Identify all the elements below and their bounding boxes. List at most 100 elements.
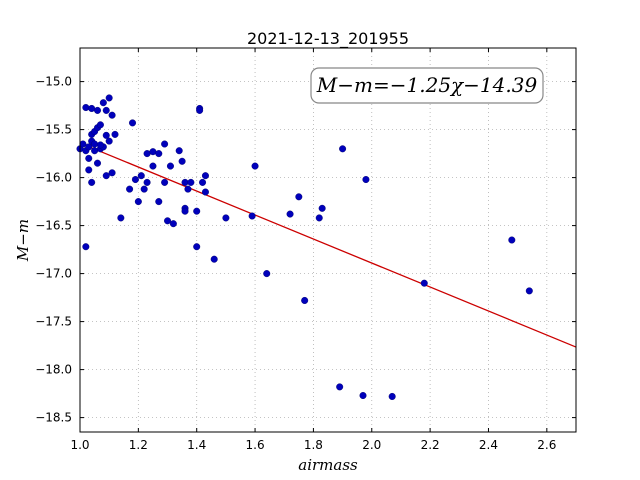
data-point bbox=[99, 99, 107, 107]
data-point bbox=[525, 287, 533, 295]
y-tick-label: −17.5 bbox=[35, 315, 72, 329]
axis-ticks bbox=[79, 48, 576, 432]
data-point bbox=[131, 176, 139, 184]
data-point bbox=[143, 150, 151, 158]
data-point bbox=[82, 243, 90, 251]
data-point bbox=[155, 198, 163, 206]
data-point bbox=[187, 178, 195, 186]
y-tick-label: −18.0 bbox=[35, 363, 72, 377]
data-point bbox=[362, 176, 370, 184]
data-point bbox=[134, 198, 142, 206]
data-point bbox=[82, 104, 90, 112]
data-point bbox=[251, 162, 259, 170]
data-point bbox=[149, 162, 157, 170]
x-axis-label: airmass bbox=[298, 456, 358, 474]
data-point bbox=[102, 131, 110, 139]
data-point bbox=[88, 178, 96, 186]
data-point bbox=[143, 178, 151, 186]
data-point bbox=[193, 243, 201, 251]
x-tick-label: 2.6 bbox=[537, 438, 556, 452]
data-point bbox=[108, 169, 116, 177]
x-tick-label: 1.8 bbox=[304, 438, 323, 452]
data-point bbox=[126, 185, 134, 193]
y-tick-label: −17.0 bbox=[35, 267, 72, 281]
data-point bbox=[339, 145, 347, 153]
data-point bbox=[286, 210, 294, 218]
data-point bbox=[149, 148, 157, 156]
data-point bbox=[181, 178, 189, 186]
data-point bbox=[301, 296, 309, 304]
annotation-text: M−m=−1.25χ−14.39 bbox=[316, 73, 538, 97]
data-point bbox=[161, 140, 169, 148]
x-tick-labels: 1.0 1.2 1.4 1.6 1.8 2.0 2.2 2.4 2.6 bbox=[70, 438, 556, 452]
data-point bbox=[105, 137, 113, 145]
data-point bbox=[248, 212, 256, 220]
data-point bbox=[388, 392, 396, 400]
data-point bbox=[201, 172, 209, 180]
fit-annotation: M−m=−1.25χ−14.39 bbox=[310, 67, 544, 104]
data-point bbox=[111, 130, 119, 138]
data-point bbox=[79, 140, 87, 148]
chart-title: 2021-12-13_201955 bbox=[247, 29, 409, 49]
x-tick-label: 2.0 bbox=[362, 438, 381, 452]
data-point bbox=[85, 143, 93, 151]
y-tick-label: −15.5 bbox=[35, 123, 72, 137]
y-tick-labels: −15.0 −15.5 −16.0 −16.5 −17.0 −17.5 −18.0 −18.5 bbox=[35, 75, 72, 425]
data-point bbox=[196, 106, 204, 114]
data-point bbox=[166, 162, 174, 170]
x-tick-label: 2.2 bbox=[421, 438, 440, 452]
data-point bbox=[420, 279, 428, 287]
y-axis-label: M−m bbox=[14, 219, 32, 262]
y-tick-label: −15.0 bbox=[35, 75, 72, 89]
data-point bbox=[175, 147, 183, 155]
annotation-box bbox=[310, 67, 544, 104]
data-point bbox=[164, 217, 172, 225]
data-point bbox=[129, 119, 137, 127]
data-point bbox=[105, 94, 113, 102]
y-tick-label: −16.0 bbox=[35, 171, 72, 185]
data-point bbox=[184, 185, 192, 193]
data-point bbox=[161, 178, 169, 186]
data-point bbox=[102, 172, 110, 180]
data-point bbox=[336, 383, 344, 391]
data-point bbox=[108, 111, 116, 119]
y-tick-label: −18.5 bbox=[35, 411, 72, 425]
plot-frame bbox=[79, 47, 577, 433]
x-tick-label: 1.0 bbox=[70, 438, 89, 452]
data-point bbox=[201, 188, 209, 196]
data-point bbox=[155, 150, 163, 158]
data-point bbox=[359, 392, 367, 400]
data-point bbox=[263, 270, 271, 278]
data-point bbox=[85, 154, 93, 162]
data-point bbox=[222, 214, 230, 222]
data-point bbox=[91, 140, 99, 148]
x-tick-label: 1.6 bbox=[246, 438, 265, 452]
data-point bbox=[295, 193, 303, 201]
data-point bbox=[199, 178, 207, 186]
data-point bbox=[137, 172, 145, 180]
data-point bbox=[193, 207, 201, 215]
fit-line bbox=[79, 142, 577, 348]
data-point bbox=[85, 166, 93, 174]
data-point bbox=[181, 207, 189, 215]
data-point bbox=[94, 159, 102, 167]
data-point bbox=[315, 214, 323, 222]
data-point bbox=[94, 106, 102, 114]
x-tick-label: 1.2 bbox=[129, 438, 148, 452]
y-tick-label: −16.5 bbox=[35, 219, 72, 233]
data-point bbox=[178, 157, 186, 165]
data-points bbox=[76, 94, 533, 400]
data-point bbox=[318, 204, 326, 212]
data-point bbox=[169, 220, 177, 228]
data-point bbox=[140, 185, 148, 193]
data-point bbox=[508, 236, 516, 244]
data-point bbox=[91, 147, 99, 155]
x-tick-label: 2.4 bbox=[479, 438, 498, 452]
fit-line-group bbox=[79, 142, 577, 348]
data-point bbox=[88, 104, 96, 112]
data-point bbox=[96, 121, 104, 129]
x-tick-label: 1.4 bbox=[187, 438, 206, 452]
data-point bbox=[117, 214, 125, 222]
data-point bbox=[96, 141, 104, 149]
